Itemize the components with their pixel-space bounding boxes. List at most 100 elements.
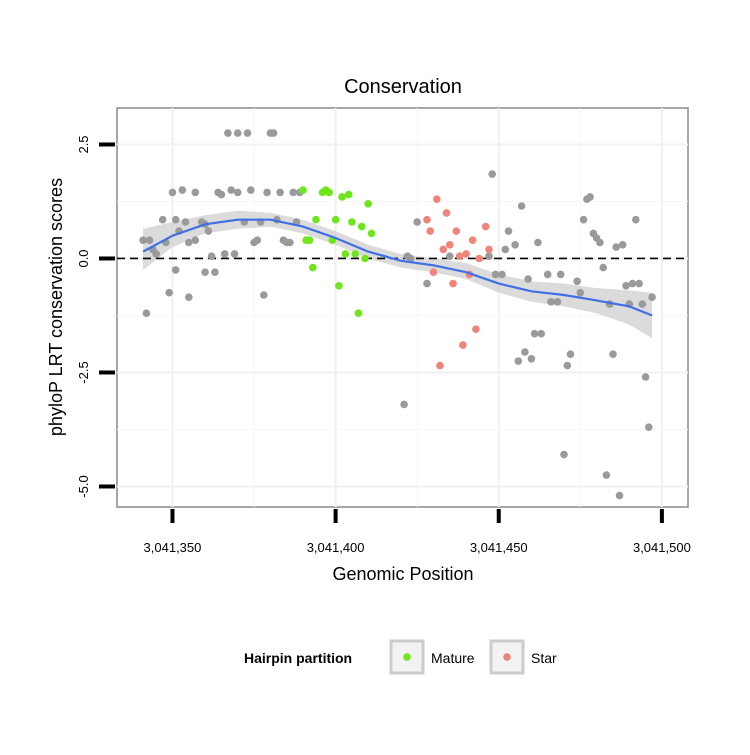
smooth-line [142, 218, 653, 317]
other-point-96 [632, 215, 640, 224]
legend: Hairpin partition Mature Star [244, 639, 557, 675]
other-point-8 [168, 188, 177, 197]
other-point-4 [152, 250, 160, 258]
other-point-67 [527, 355, 536, 363]
other-point-47 [289, 188, 298, 197]
other-point-27 [224, 129, 232, 137]
other-point-53 [413, 218, 422, 226]
legend-title: Hairpin partition [244, 650, 352, 666]
other-point-12 [178, 186, 187, 194]
mature-point-3 [309, 263, 317, 272]
other-point-89 [609, 350, 617, 359]
mature-point-17 [357, 222, 366, 231]
x-axis: 3,041,350 3,041,400 3,041,450 3,041,500 [144, 509, 691, 555]
star-point-7 [446, 241, 454, 249]
star-point-18 [485, 245, 493, 254]
other-point-91 [615, 491, 624, 500]
other-point-39 [263, 188, 271, 197]
other-point-68 [530, 329, 539, 338]
other-point-93 [622, 282, 630, 290]
other-point-7 [165, 288, 173, 297]
other-point-78 [573, 277, 581, 286]
other-point-86 [599, 263, 607, 272]
other-point-41 [269, 129, 278, 137]
star-point-9 [452, 227, 461, 235]
star-point-15 [472, 325, 480, 334]
other-point-69 [534, 238, 542, 247]
other-point-71 [543, 270, 552, 279]
y-tick-label-0: 2.5 [76, 135, 91, 153]
other-point-72 [547, 298, 555, 306]
star-point-11 [459, 341, 467, 349]
other-point-85 [596, 238, 604, 247]
mature-point-10 [335, 282, 343, 290]
other-point-70 [537, 329, 545, 338]
other-point-80 [579, 215, 588, 224]
confidence-band [143, 210, 653, 339]
other-point-58 [491, 270, 500, 279]
star-point-1 [426, 227, 435, 235]
other-point-60 [501, 245, 510, 254]
star-point-6 [442, 209, 451, 217]
mature-point-16 [354, 309, 363, 318]
other-point-98 [638, 300, 647, 308]
other-point-17 [191, 236, 200, 244]
other-point-1 [142, 309, 151, 318]
mature-point-15 [351, 250, 360, 258]
other-point-33 [243, 129, 252, 137]
other-point-55 [446, 252, 454, 260]
other-point-43 [276, 188, 284, 197]
other-point-73 [553, 298, 562, 306]
other-point-38 [260, 291, 268, 299]
mature-point-9 [331, 215, 340, 224]
legend-swatch-star [503, 653, 511, 661]
other-point-0 [139, 236, 147, 244]
other-point-74 [556, 270, 565, 279]
other-point-30 [233, 129, 242, 137]
other-point-92 [618, 241, 627, 249]
legend-swatch-mature [403, 653, 411, 661]
other-point-99 [641, 373, 650, 381]
other-point-13 [181, 218, 190, 226]
legend-label-mature: Mature [431, 650, 475, 666]
star-point-12 [462, 250, 470, 258]
other-point-101 [648, 293, 656, 302]
mature-point-12 [341, 250, 350, 258]
mature-point-20 [367, 229, 376, 238]
star-point-17 [481, 222, 490, 231]
other-point-21 [204, 227, 213, 235]
other-point-28 [227, 186, 235, 194]
other-point-95 [628, 279, 637, 288]
other-point-62 [511, 241, 519, 249]
star-point-5 [439, 245, 448, 254]
x-tick-label-3: 3,041,500 [633, 540, 691, 555]
other-point-63 [514, 357, 523, 365]
mature-point-14 [348, 218, 356, 226]
star-point-14 [468, 236, 477, 244]
star-point-2 [429, 268, 438, 277]
y-tick-label-3: -5.0 [76, 475, 91, 497]
other-point-65 [521, 348, 529, 356]
other-point-56 [485, 252, 493, 260]
mature-point-18 [361, 254, 369, 263]
other-point-54 [423, 279, 431, 288]
other-point-57 [488, 170, 497, 178]
y-tick-label-2: -2.5 [76, 361, 91, 383]
x-axis-label: Genomic Position [332, 564, 473, 584]
y-axis-label: phyloP LRT conservation scores [46, 178, 66, 436]
other-point-52 [406, 254, 415, 263]
confidence-band-area [143, 210, 653, 339]
other-point-66 [524, 275, 532, 283]
other-point-15 [185, 238, 193, 247]
other-point-16 [191, 188, 200, 197]
y-tick-label-1: 0.0 [76, 249, 91, 267]
other-point-10 [171, 266, 180, 274]
other-point-61 [504, 227, 513, 235]
other-point-75 [560, 450, 568, 459]
mature-point-7 [325, 188, 333, 197]
mature-point-13 [344, 190, 353, 199]
legend-label-star: Star [531, 650, 557, 666]
x-tick-label-2: 3,041,450 [470, 540, 528, 555]
other-point-46 [286, 238, 294, 247]
